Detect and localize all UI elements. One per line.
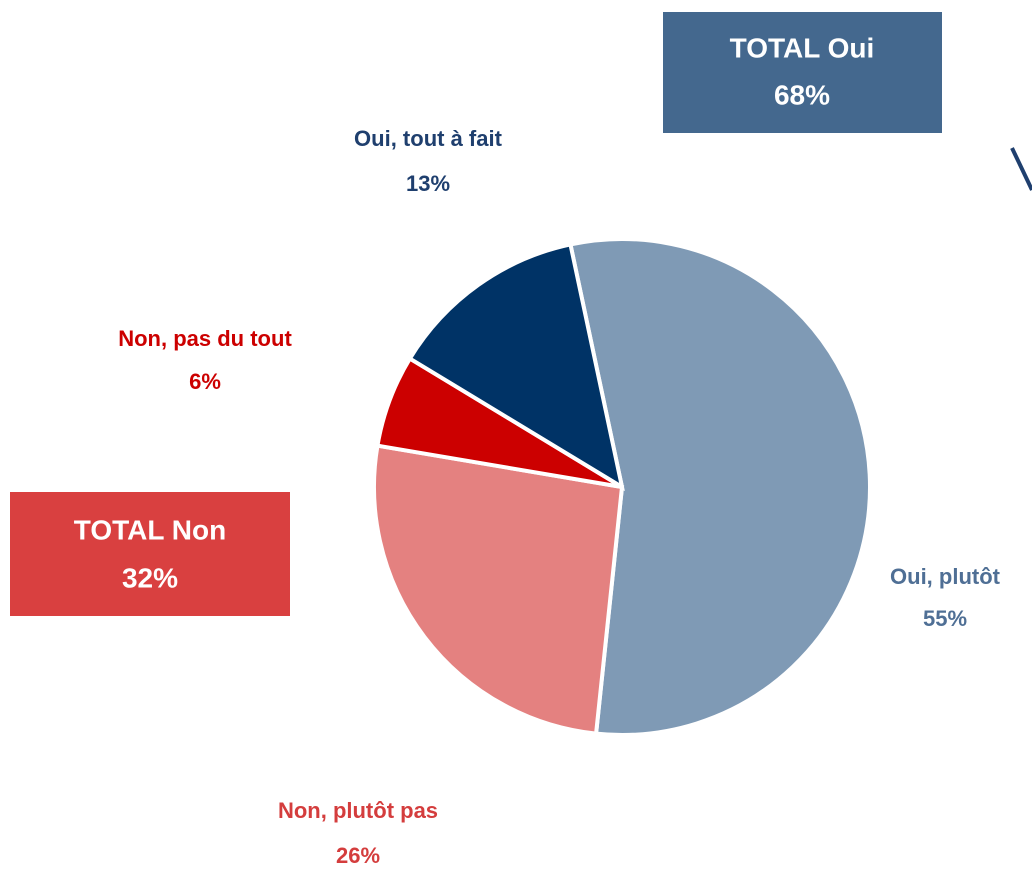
slice-label: Oui, plutôt xyxy=(890,564,1001,589)
total-box xyxy=(10,492,290,616)
pie-slice xyxy=(407,242,625,492)
slice-value: 55% xyxy=(923,606,967,631)
total-box xyxy=(663,12,942,133)
slice-label: Non, plutôt pas xyxy=(278,798,438,823)
slice-value: 26% xyxy=(336,843,380,868)
total-value: 32% xyxy=(122,562,178,593)
slice-value: 6% xyxy=(189,369,221,394)
total-label: TOTAL Oui xyxy=(730,32,875,63)
slice-label: Oui, tout à fait xyxy=(354,126,503,151)
total-label: TOTAL Non xyxy=(74,514,226,545)
pie-slice xyxy=(372,443,625,736)
connector-line xyxy=(1010,147,1032,191)
pie-slice xyxy=(568,237,872,737)
total-value: 68% xyxy=(774,79,830,110)
slice-label: Non, pas du tout xyxy=(118,326,292,351)
pie xyxy=(372,237,872,737)
slice-value: 13% xyxy=(406,171,450,196)
